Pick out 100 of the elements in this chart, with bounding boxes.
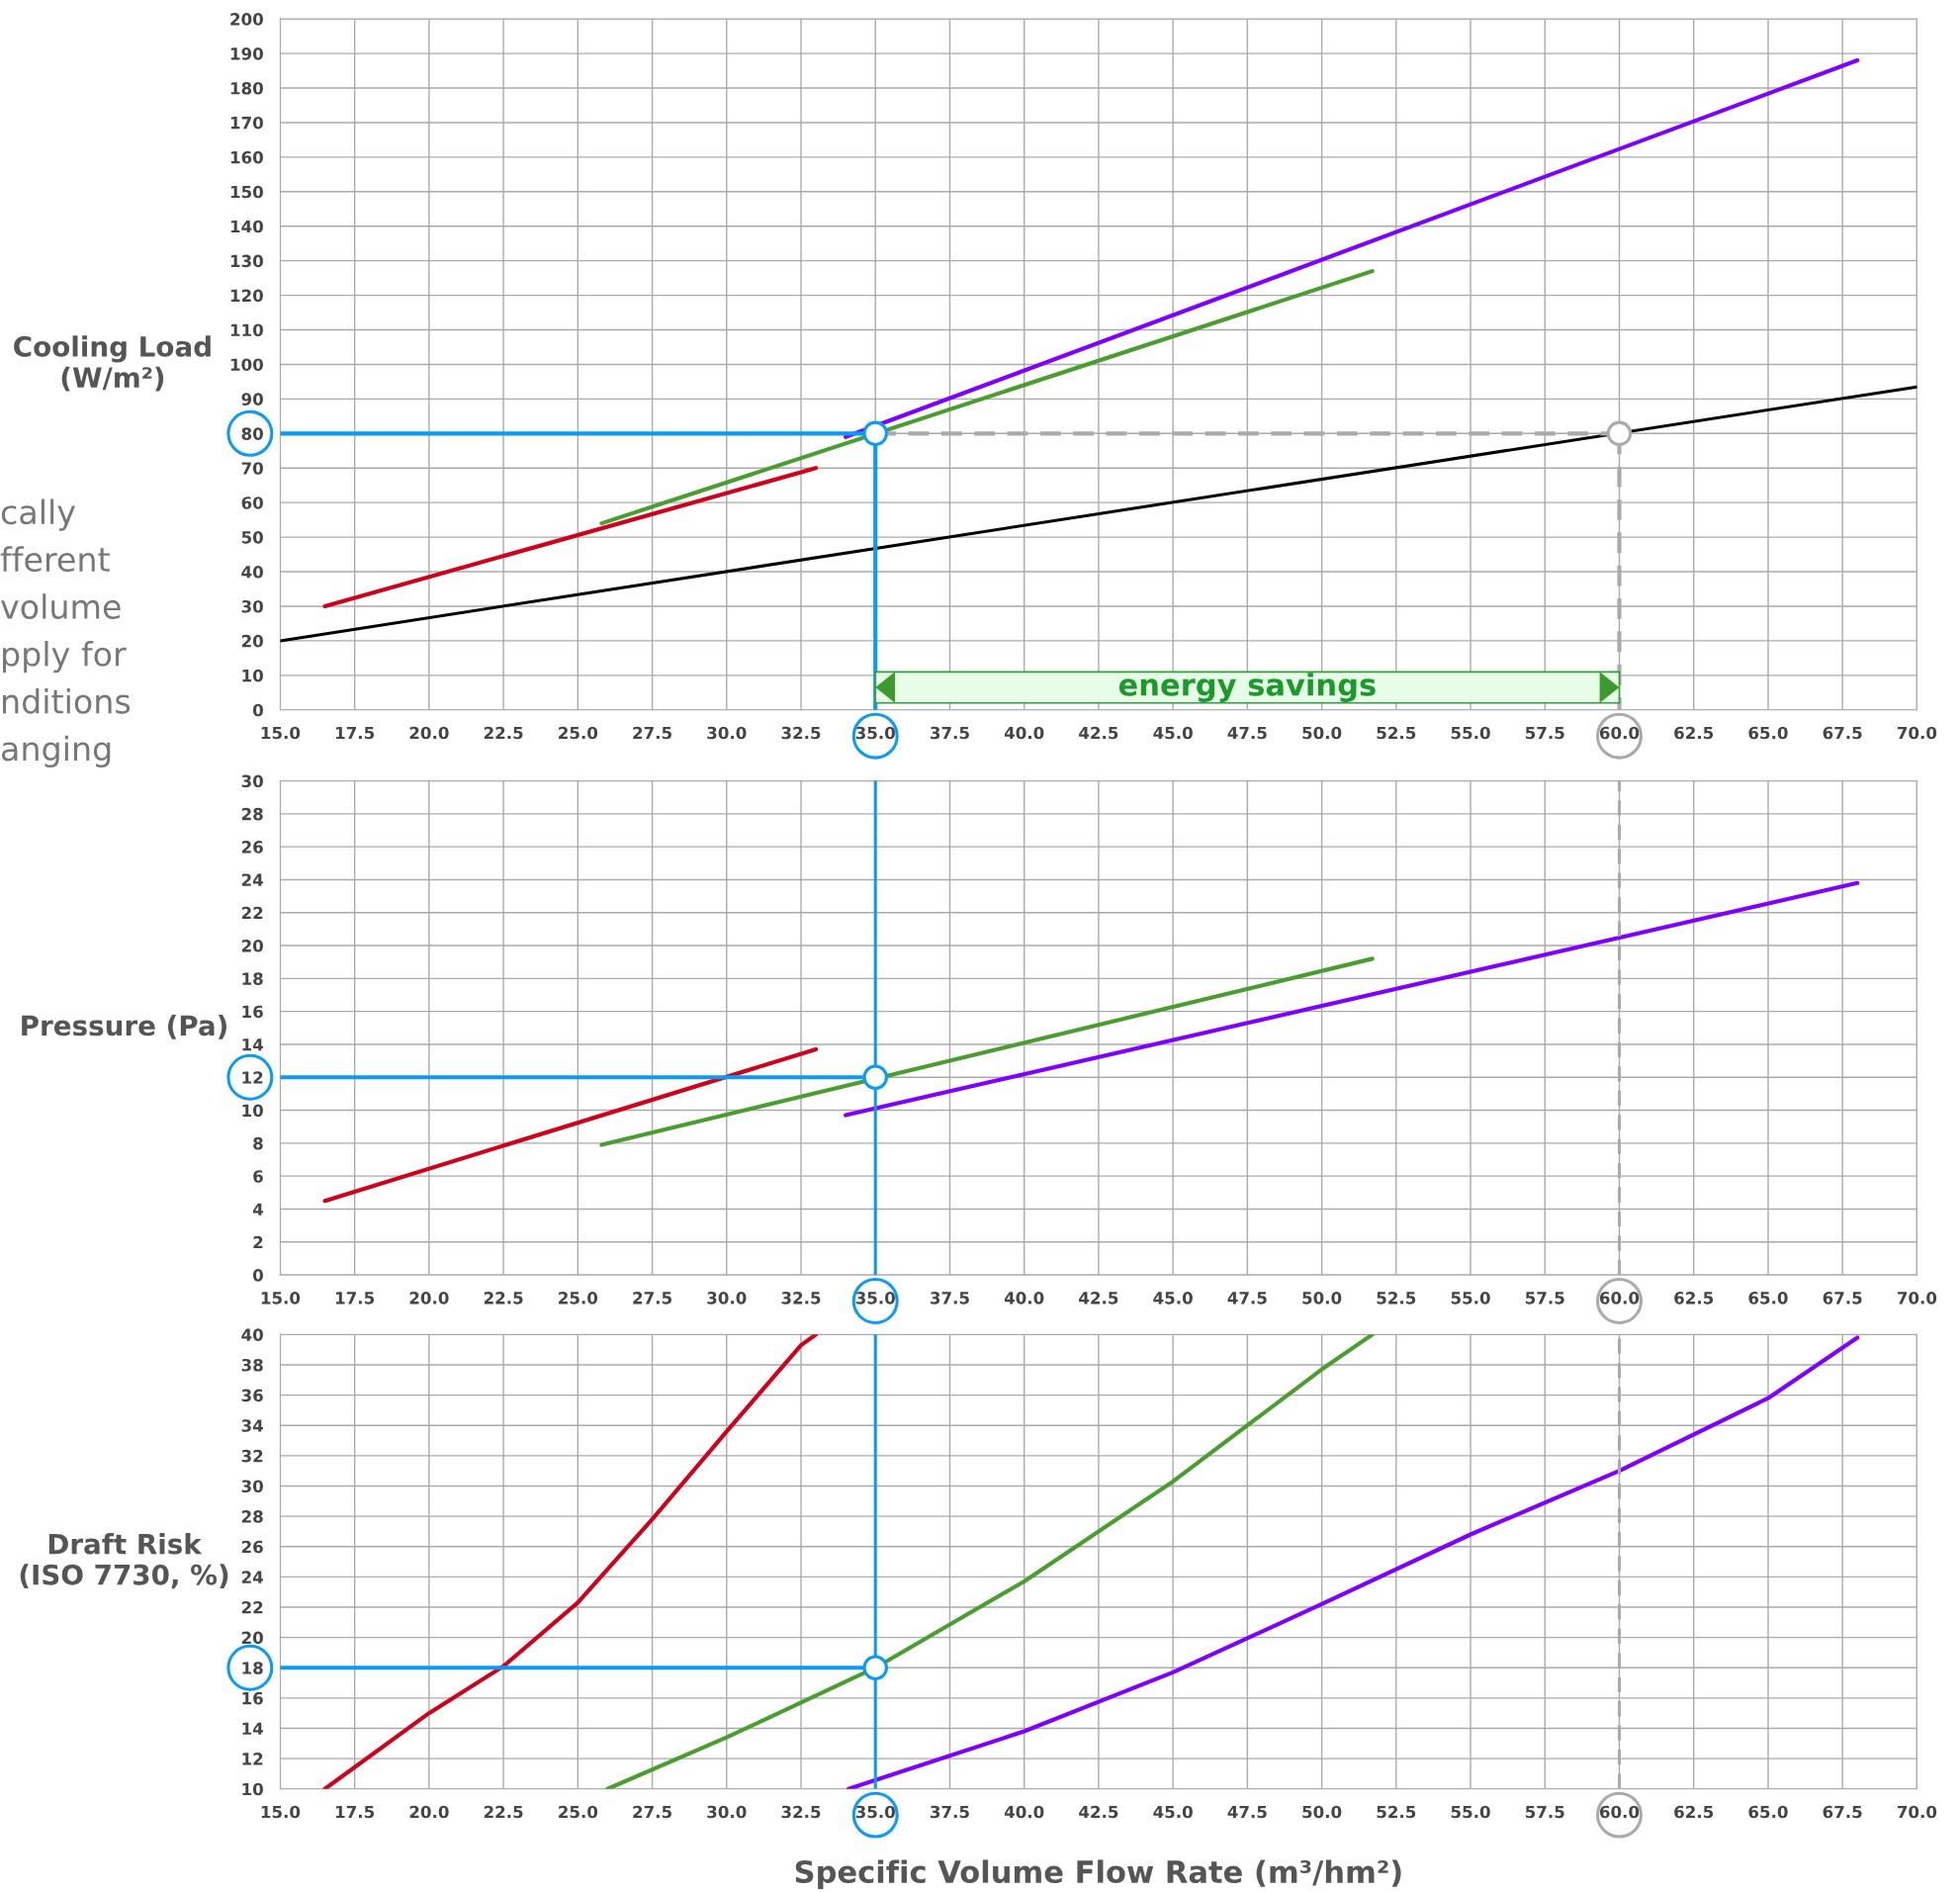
y-tick-label: 20 (241, 940, 263, 952)
x-tick-label: 62.5 (1674, 726, 1714, 740)
text: anging (2, 735, 111, 767)
text: nditions (3, 687, 131, 714)
x-axis-title: Specific Volume Flow Rate (m³/hm²) (795, 1859, 1401, 1889)
y-tick-label: 50 (241, 531, 263, 544)
y-tick-label: 28 (241, 1510, 263, 1523)
y-axis-title: Draft Risk (ISO 7730, %) (20, 1533, 228, 1589)
x-tick-label: 37.5 (931, 726, 969, 740)
x-tick-label: 40.0 (1004, 1292, 1044, 1305)
y-tick-label: 10 (242, 669, 263, 682)
y-tick-label: 12 (242, 1753, 263, 1765)
x-tick-label: 57.5 (1525, 726, 1564, 740)
y-tick-label: 10 (242, 1104, 263, 1118)
x-tick-label: 30.0 (707, 1292, 747, 1305)
y-tick-label: 28 (241, 807, 263, 821)
text: volume (0, 593, 121, 619)
y-axis-title: Pressure (Pa) (22, 1014, 226, 1039)
y-tick-label: 140 (230, 220, 263, 233)
y-tick-label: 24 (241, 1571, 263, 1583)
x-tick-label: 35.0 (855, 726, 895, 740)
y-tick-label: 120 (230, 289, 263, 303)
text: cally (1, 498, 76, 531)
y-tick-label: 24 (241, 873, 263, 886)
y-tick-label: 30 (241, 599, 263, 613)
x-tick-label: 20.0 (409, 1292, 449, 1305)
y-tick-label: 18 (242, 972, 263, 985)
x-tick-label: 50.0 (1302, 1292, 1342, 1305)
x-tick-label: 22.5 (484, 1805, 523, 1819)
x-tick-label: 27.5 (633, 1805, 671, 1819)
x-tick-label: 52.5 (1377, 1805, 1416, 1819)
y-tick-label: 38 (241, 1358, 263, 1372)
x-tick-label: 15.0 (261, 1805, 301, 1819)
x-tick-label: 15.0 (261, 1292, 301, 1305)
x-tick-label: 20.0 (409, 1805, 449, 1819)
x-tick-label: 30.0 (707, 726, 747, 740)
x-tick-label: 32.5 (781, 726, 821, 740)
text: pply for (3, 641, 127, 674)
y-tick-label: 40 (241, 565, 263, 579)
y-tick-label: 60 (241, 496, 263, 509)
y-tick-label: 30 (241, 774, 263, 788)
y-tick-label: 130 (230, 254, 263, 268)
x-tick-label: 17.5 (335, 1805, 375, 1819)
x-tick-label: 45.0 (1153, 1292, 1193, 1305)
x-tick-label: 65.0 (1748, 1805, 1788, 1819)
y-tick-label: 12 (242, 1071, 263, 1084)
y-tick-label: 16 (242, 1691, 263, 1705)
x-tick-label: 45.0 (1153, 1805, 1193, 1819)
y-tick-label: 10 (242, 1782, 263, 1796)
x-tick-label: 20.0 (409, 726, 449, 740)
x-tick-label: 25.0 (559, 1292, 598, 1305)
x-tick-label: 35.0 (855, 1805, 895, 1819)
x-tick-label: 57.5 (1525, 1292, 1564, 1305)
y-tick-label: 100 (230, 358, 263, 372)
x-tick-label: 27.5 (633, 1292, 671, 1305)
x-tick-label: 40.0 (1004, 726, 1044, 740)
x-tick-label: 37.5 (931, 1805, 969, 1819)
y-tick-label: 0 (252, 1269, 263, 1282)
x-tick-label: 50.0 (1302, 1805, 1342, 1819)
y-tick-label: 110 (230, 323, 263, 337)
x-tick-label: 67.5 (1823, 1805, 1862, 1819)
y-tick-label: 0 (252, 703, 263, 717)
x-tick-label: 17.5 (335, 726, 375, 740)
y-tick-label: 18 (242, 1662, 263, 1674)
y-tick-label: 20 (241, 634, 263, 648)
x-tick-label: 67.5 (1823, 726, 1862, 740)
x-tick-label: 60.0 (1599, 1805, 1640, 1819)
y-tick-label: 150 (230, 185, 263, 199)
x-tick-label: 37.5 (931, 1292, 969, 1305)
x-tick-label: 40.0 (1004, 1805, 1044, 1819)
x-tick-label: 42.5 (1079, 1805, 1118, 1819)
y-tick-label: 4 (252, 1203, 263, 1216)
y-tick-label: 36 (241, 1389, 263, 1402)
x-tick-label: 60.0 (1599, 1292, 1640, 1305)
x-tick-label: 55.0 (1451, 1292, 1490, 1305)
x-tick-label: 35.0 (855, 1292, 895, 1305)
x-tick-label: 52.5 (1377, 726, 1416, 740)
x-tick-label: 52.5 (1377, 1292, 1416, 1305)
x-tick-label: 62.5 (1674, 1805, 1714, 1819)
x-tick-label: 70.0 (1897, 1292, 1937, 1305)
x-tick-label: 45.0 (1153, 726, 1193, 740)
y-tick-label: 170 (230, 116, 263, 130)
x-tick-label: 42.5 (1079, 1292, 1118, 1305)
y-tick-label: 34 (241, 1419, 263, 1432)
y-tick-label: 6 (253, 1170, 263, 1183)
y-tick-label: 26 (241, 841, 263, 854)
y-tick-label: 90 (241, 393, 263, 406)
y-tick-label: 26 (241, 1540, 263, 1554)
y-tick-label: 70 (241, 462, 263, 475)
y-tick-label: 16 (242, 1005, 263, 1019)
x-tick-label: 55.0 (1451, 1805, 1490, 1819)
x-tick-label: 47.5 (1227, 1805, 1267, 1819)
y-axis-title: Cooling Load (W/m²) (14, 335, 211, 392)
x-tick-label: 50.0 (1302, 726, 1342, 740)
x-tick-label: 17.5 (335, 1292, 375, 1305)
band-label: energy savings (1118, 673, 1376, 702)
x-tick-label: 32.5 (781, 1292, 821, 1305)
x-tick-label: 47.5 (1227, 1292, 1267, 1305)
y-tick-label: 14 (242, 1722, 263, 1735)
x-tick-label: 47.5 (1227, 726, 1267, 740)
